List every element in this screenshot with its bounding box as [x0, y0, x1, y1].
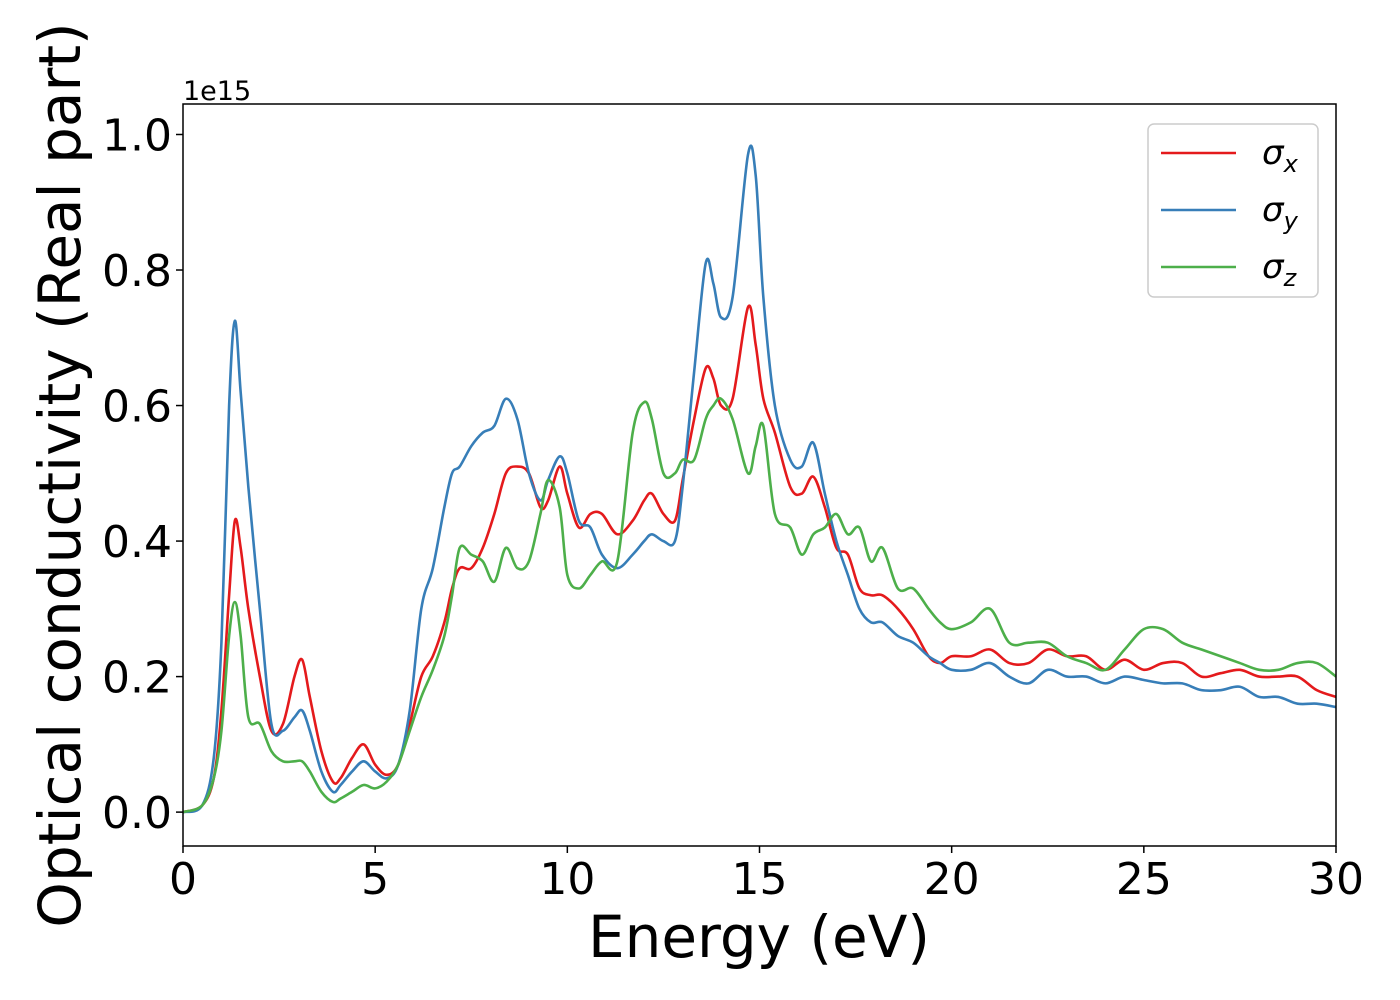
x-tick-label: 0	[169, 854, 197, 905]
x-axis-label: Energy (eV)	[588, 903, 930, 971]
x-tick-label: 20	[924, 854, 980, 905]
series-line-sigma-z	[183, 396, 1336, 814]
y-tick-label: 0.4	[102, 517, 172, 568]
x-tick-label: 25	[1116, 854, 1172, 905]
y-offset-label: 1e15	[183, 76, 251, 107]
x-tick-label: 15	[732, 854, 788, 905]
series-line-sigma-x	[183, 304, 1336, 814]
y-axis-label: Optical conductivity (Real part)	[26, 22, 94, 927]
x-tick-label: 10	[539, 854, 595, 905]
plot-lines	[183, 144, 1336, 814]
y-tick-label: 0.8	[102, 246, 172, 297]
y-tick-label: 1.0	[102, 110, 172, 161]
x-axis-ticks: 0 5 10 15 20 25 30	[169, 846, 1364, 905]
series-line-sigma-y	[183, 144, 1336, 814]
y-tick-label: 0.2	[102, 653, 172, 704]
y-axis-ticks: 0.0 0.2 0.4 0.6 0.8 1.0	[102, 110, 183, 839]
y-tick-label: 0.6	[102, 382, 172, 433]
y-tick-label: 0.0	[102, 788, 172, 839]
x-tick-label: 30	[1308, 854, 1364, 905]
x-tick-label: 5	[361, 854, 389, 905]
